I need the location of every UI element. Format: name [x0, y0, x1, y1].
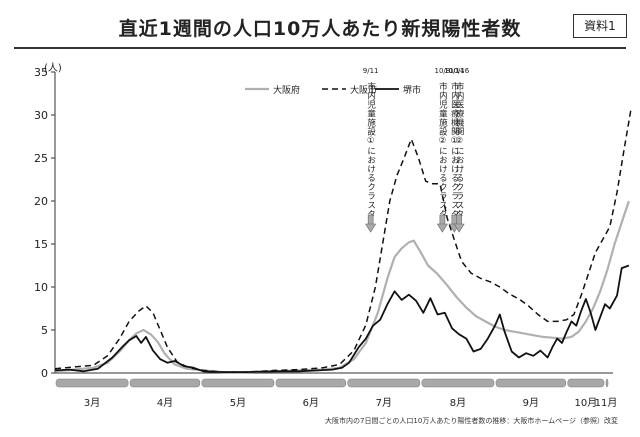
y-tick-label: 10 — [34, 281, 48, 294]
arrow-down-icon — [453, 223, 465, 233]
y-tick-label: 0 — [41, 367, 48, 380]
cluster-annotation: 10/16 市内医療機関②におけるクラスター — [449, 67, 470, 233]
annotation-date: 9/11 — [363, 67, 379, 75]
arrow-down-icon — [436, 223, 448, 233]
legend: 大阪府 大阪市 堺市 — [245, 84, 421, 96]
month-label: 7月 — [376, 397, 392, 409]
month-bar — [275, 378, 346, 388]
month-label: 9月 — [523, 397, 539, 409]
annotation-date: 10/16 — [449, 67, 470, 75]
month-bar — [347, 378, 421, 388]
legend-label: 大阪府 — [273, 84, 300, 96]
legend-label: 大阪市 — [350, 84, 377, 96]
series-line-1 — [54, 107, 633, 373]
month-label: 4月 — [157, 397, 173, 409]
month-label: 5月 — [230, 397, 246, 409]
page-title: 直近1週間の人口10万人あたり新規陽性者数 — [118, 18, 522, 40]
month-bar — [55, 378, 129, 388]
arrow-shaft — [439, 214, 446, 226]
cluster-annotation: 10/8 市内児童施設②におけるクラスター — [435, 67, 451, 233]
annotation-date: 10/8 — [435, 67, 451, 75]
y-tick-labels: 0 5 10 15 20 25 30 35 — [34, 66, 55, 380]
annotation-text: 市内医療機関①におけるクラスター — [449, 81, 459, 227]
legend-label: 堺市 — [403, 84, 421, 96]
y-tick-label: 15 — [34, 238, 48, 251]
month-label: 6月 — [303, 397, 319, 409]
month-bar — [567, 378, 605, 388]
month-bar — [495, 378, 566, 388]
series-line-0 — [54, 200, 630, 374]
chart-axes — [54, 72, 613, 374]
month-label: 3月 — [84, 397, 100, 409]
series-line-2 — [54, 264, 630, 373]
arrow-shaft — [456, 214, 462, 226]
annotation-text: 市内医療機関②におけるクラスター — [454, 81, 464, 227]
title-divider — [14, 47, 626, 49]
series-lines — [54, 107, 633, 374]
y-tick-label: 30 — [34, 109, 48, 122]
document-label-box: 資料1 — [573, 14, 627, 38]
month-bar — [129, 378, 201, 388]
y-tick-label: 35 — [34, 66, 48, 79]
y-axis-unit-label: (人) — [44, 62, 62, 74]
y-tick-label: 25 — [34, 152, 48, 165]
arrow-down-icon — [365, 223, 377, 233]
footnote: 大阪市内の7日間ごとの人口10万人あたり陽性者数の推移：大阪市ホームページ（参照… — [325, 417, 618, 425]
y-tick-label: 5 — [41, 324, 48, 337]
cluster-annotations: 9/11 市内児童施設①におけるクラスター 10/8 市内児童施設②におけるクラスター… — [363, 67, 470, 233]
y-tick-label: 20 — [34, 195, 48, 208]
month-label: 11月 — [595, 397, 618, 409]
month-label: 8月 — [450, 397, 466, 409]
annotation-text: 市内児童施設②におけるクラスター — [437, 81, 447, 227]
cluster-annotation: 9/11 市内児童施設①におけるクラスター — [363, 67, 379, 233]
annotation-date: 10/14 — [444, 67, 465, 75]
month-bar — [605, 378, 609, 388]
month-bar — [421, 378, 495, 388]
month-bar — [201, 378, 275, 388]
month-label: 10月 — [575, 397, 598, 409]
arrow-shaft — [367, 214, 374, 226]
annotation-text: 市内児童施設①におけるクラスター — [366, 81, 376, 227]
